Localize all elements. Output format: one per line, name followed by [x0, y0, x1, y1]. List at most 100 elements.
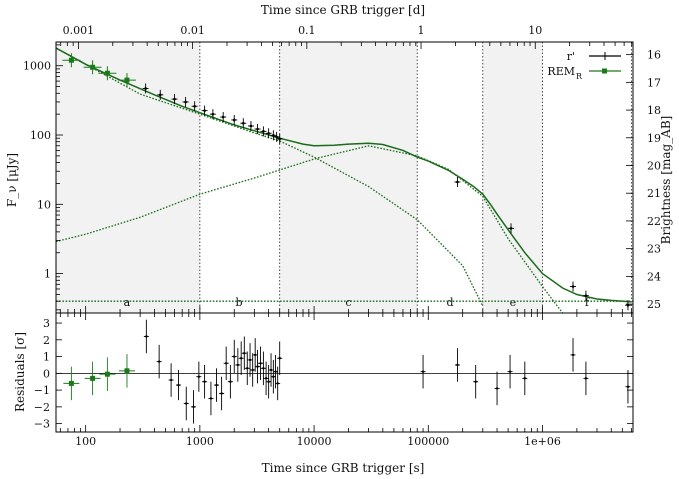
mag-tick-label: 20 [647, 160, 661, 173]
residual-rem-point [90, 375, 96, 381]
residual-r-point [272, 375, 275, 378]
rem-point [124, 77, 130, 83]
x-top-tick-label: 1 [418, 24, 425, 37]
residual-rem-point [68, 380, 74, 386]
residual-r-point [185, 402, 188, 405]
residual-r-point [264, 377, 268, 380]
y-tick-label: 100 [30, 129, 51, 142]
r-point [211, 112, 215, 116]
model-early-decay-line [56, 47, 484, 307]
residual-r-point [145, 335, 148, 338]
bottom-axis-title: Time since GRB trigger [s] [262, 461, 425, 475]
segment-label: b [235, 296, 242, 309]
rem-point [90, 64, 96, 70]
residual-r-point [251, 368, 254, 372]
residual-y-tick-label: 1 [43, 351, 50, 364]
residual-y-tick-label: 3 [43, 317, 50, 330]
r-point [173, 97, 176, 101]
r-point [275, 135, 278, 139]
r-point [584, 294, 588, 297]
residual-r-point [508, 370, 512, 373]
top-axis-title: Time since GRB trigger [d] [261, 3, 425, 17]
residual-r-point [474, 380, 477, 383]
mag-tick-label: 16 [647, 49, 661, 62]
residual-r-point [246, 367, 249, 370]
residual-r-point [243, 352, 246, 355]
residual-r-point [239, 357, 243, 360]
x-top-tick-label: 0.1 [298, 24, 316, 37]
legend: r' REM R [547, 50, 621, 81]
residual-y-tick-label: 2 [43, 334, 50, 347]
rem-point [68, 57, 74, 63]
mag-tick-label: 23 [647, 243, 661, 256]
residual-r-point [220, 392, 223, 395]
segment-label: e [510, 296, 517, 309]
residual-r-point [203, 380, 206, 383]
x-tick-label: 1e+06 [524, 435, 561, 448]
r-point [232, 118, 236, 122]
y-tick-label: 1 [44, 268, 51, 281]
residuals-panel: 100 1000 10000 100000 1e+06 −3 −2 −1 0 1 2 3 [34, 312, 634, 448]
residual-r-point [421, 370, 425, 373]
r-point [241, 121, 245, 125]
residual-r-point [571, 353, 575, 357]
rem-point [104, 70, 110, 76]
mag-tick-label: 22 [647, 215, 661, 228]
mag-tick-label: 24 [647, 270, 661, 283]
residual-r-point [584, 377, 588, 380]
residual-r-point [224, 362, 228, 365]
legend-marker-square [602, 68, 607, 74]
residual-y-tick-label: 0 [43, 367, 50, 380]
residual-y-tick-label: −2 [34, 401, 50, 414]
residual-r-point [229, 380, 232, 383]
residual-frame [55, 312, 634, 433]
x-top-tick-label: 0.001 [63, 24, 95, 37]
x-tick-label: 100000 [407, 435, 449, 448]
residual-r-point [269, 368, 273, 372]
legend-label: r' [567, 50, 575, 63]
residual-rem-point [124, 368, 130, 374]
x-tick-label: 10000 [297, 435, 332, 448]
mag-tick-label: 25 [647, 298, 661, 311]
mag-tick-label: 17 [647, 76, 661, 89]
y-tick-label: 10 [37, 198, 51, 211]
residual-r-point [209, 397, 213, 400]
model-curves [56, 47, 633, 313]
residual-r-point [233, 355, 236, 358]
residual-r-point [253, 353, 257, 357]
r-point [256, 127, 259, 131]
r-point [267, 131, 270, 135]
residuals-axis-title: Residuals [σ] [13, 332, 27, 412]
x-top-tick-label: 0.01 [180, 24, 205, 37]
residual-r-point [157, 360, 161, 363]
r-point [249, 124, 253, 128]
r-point [184, 100, 187, 104]
residual-r-point [192, 405, 195, 409]
model-total-line [56, 47, 632, 303]
residual-r-point [177, 383, 180, 387]
r-point [144, 87, 147, 90]
model-rise-peak-line [56, 145, 564, 313]
flux-axis-title: F_ν [μJy] [5, 153, 19, 207]
residual-r-point [523, 377, 527, 380]
magnitude-axis-title: Brightness [mag_AB] [659, 116, 673, 245]
r-point [262, 130, 265, 133]
residual-r-point [259, 362, 262, 365]
segment-band [279, 42, 418, 313]
r-point [571, 285, 575, 288]
residual-r-point [495, 387, 499, 390]
mag-tick-label: 18 [647, 104, 661, 117]
segment-label: c [345, 296, 351, 309]
residual-r-point [248, 358, 252, 362]
x-tick-label: 1000 [186, 435, 214, 448]
r-point [626, 303, 630, 307]
residual-r-point [456, 363, 459, 367]
residual-r-point [267, 380, 270, 383]
residual-rem-point [104, 371, 110, 377]
r-point [158, 93, 162, 97]
segment-band [482, 42, 543, 313]
segment-label: a [124, 296, 131, 309]
residual-r-point [276, 382, 279, 385]
legend-label-subscript: R [576, 72, 583, 81]
